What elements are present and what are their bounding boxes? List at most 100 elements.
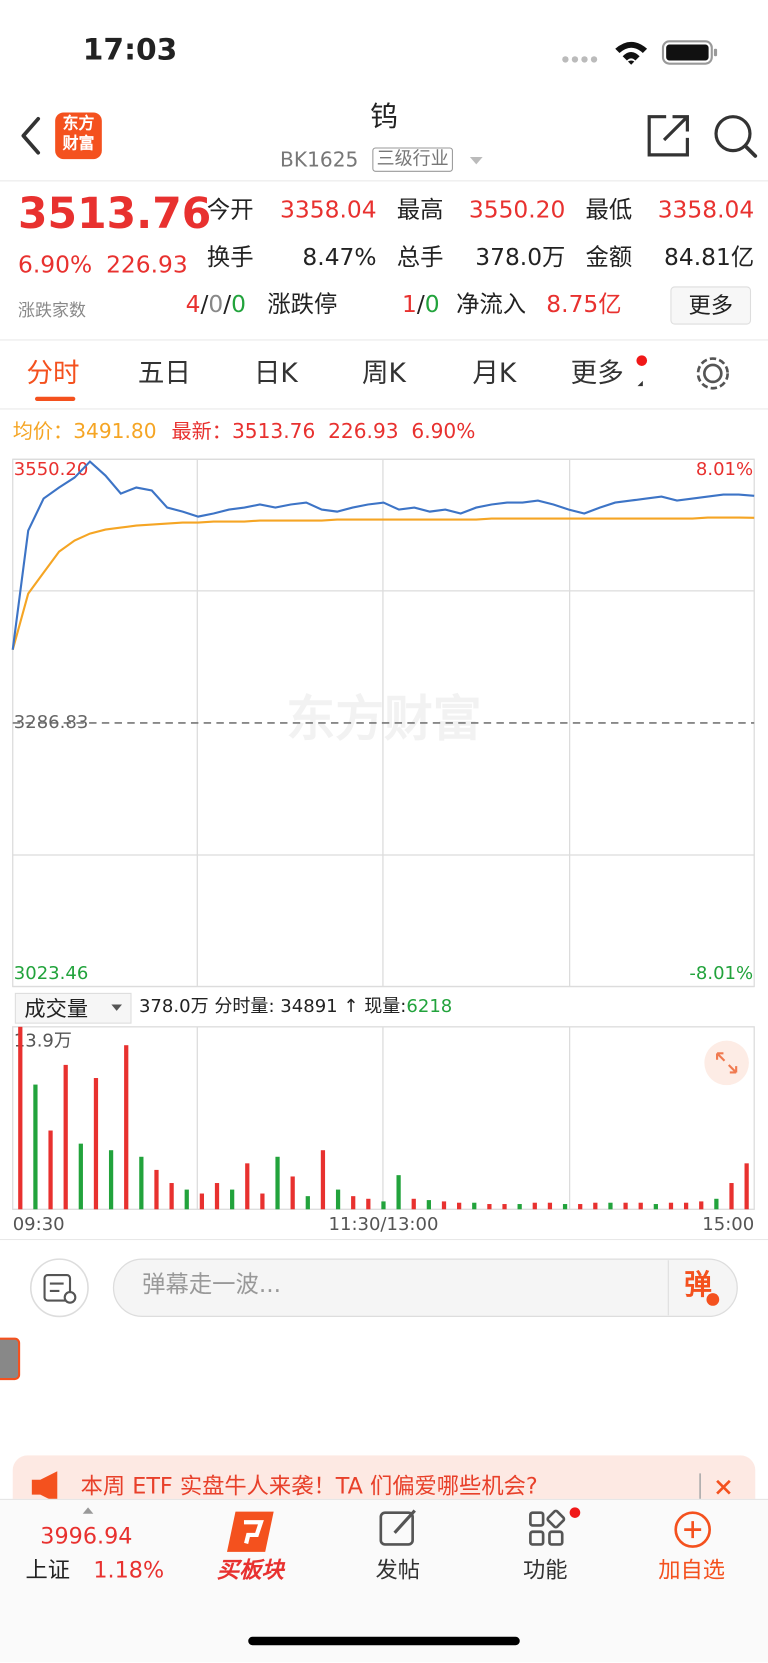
index-pct[interactable]: 1.18% [93,1557,165,1583]
volume-bar [139,1156,144,1210]
board-icon[interactable] [227,1511,274,1552]
volume-bar [729,1183,734,1210]
stat-value: 378.0万 [475,245,566,272]
info-change: 226.93 [328,420,399,444]
volume-bar [744,1163,749,1210]
volume-bar [426,1200,431,1210]
status-icons [562,40,718,65]
nav-item[interactable]: 加自选 [658,1557,726,1583]
header-title: 钨 [370,101,398,134]
limit-down: 0 [424,291,440,319]
breadth-label: 涨跌家数 [18,300,86,321]
volume-bar [608,1202,613,1210]
volume-bar [78,1143,83,1210]
volume-bar [260,1193,265,1210]
selector-label: 成交量 [24,996,89,1022]
x-tick-label: 11:30/13:00 [329,1214,439,1235]
tick-volume: 34891 [280,996,338,1018]
stat-value: 3550.20 [468,197,566,224]
breadth-down: 0 [231,291,246,319]
volume-bar [305,1196,310,1210]
y2-tick-label: 8.01% [696,459,753,480]
stat-label: 最低 [585,197,633,224]
volume-bar [366,1198,371,1210]
index-name[interactable]: 上证 [25,1557,71,1583]
avg-value: 3491.80 [73,420,157,444]
breadth-flat: 0 [208,291,224,319]
comment-input[interactable]: 弹幕走一波... [142,1271,282,1299]
tab[interactable]: 周K [362,357,406,389]
stat-label: 最高 [396,197,444,224]
index-value[interactable]: 3996.94 [40,1523,133,1549]
tag-dropdown[interactable] [469,156,483,165]
tab[interactable]: 五日 [137,357,191,389]
breadth: 4/0/0 [185,291,246,319]
function-icon[interactable] [529,1509,566,1546]
info-line: 均价：3491.80 最新：3513.76 226.93 6.90% [13,422,476,442]
search-button[interactable] [714,115,758,158]
volume-bar [532,1202,537,1210]
volume-bar [638,1202,643,1210]
volume-bar [683,1202,689,1210]
volume-bar [472,1202,477,1210]
volume-bar [699,1201,704,1210]
danmaku-button[interactable]: 弹 [684,1269,712,1302]
volume-bar [653,1204,658,1210]
more-button[interactable]: 更多 [670,286,752,325]
y2-tick-label: -8.01% [689,963,753,984]
stat-label: 总手 [396,245,444,272]
divider [0,1238,768,1241]
volume-bar [457,1202,462,1210]
dropdown-arrow [111,1004,122,1011]
tab[interactable]: 更多 [570,357,624,389]
banner-icons [31,1471,731,1504]
nav-item[interactable]: 发帖 [375,1557,421,1583]
stat-label: 今开 [206,197,254,224]
tab[interactable]: 日K [253,357,298,389]
volume-bar [517,1204,522,1210]
volume-bar [578,1204,583,1210]
quote-change-pct: 6.90% [18,252,93,279]
volume-bar [124,1045,129,1210]
volume-bar [714,1198,719,1210]
banner-close[interactable] [716,1479,731,1495]
share-button[interactable] [647,115,689,157]
volume-bar [230,1189,235,1210]
tab[interactable]: 月K [472,357,517,389]
volume-bar [199,1193,205,1210]
volume-bar [108,1150,114,1210]
stat-label: 换手 [206,245,254,272]
breadth-up: 4 [185,291,201,319]
stat-label: 金额 [585,245,633,272]
stat-value: 3358.04 [657,197,755,224]
back-button[interactable] [21,116,41,155]
charts: 东方财富 3550.20 3286.83 3023.46 8.01% -8.01% 09:… [11,458,755,1235]
volume-bar [562,1204,568,1210]
nav-item[interactable]: 买板块 [216,1557,284,1583]
tab[interactable]: 分时 [26,357,80,389]
expand-button[interactable] [704,1040,749,1086]
divider [0,339,768,341]
status-time: 17:03 [82,31,178,67]
header-tag[interactable]: 三级行业 [372,147,453,172]
inflow: 8.75亿 [546,291,622,319]
volume-bar [502,1204,507,1210]
nav-item[interactable]: 功能 [522,1557,568,1583]
add-watch-icon[interactable] [674,1511,711,1548]
volume-bar [33,1084,38,1210]
volume-bar [320,1150,326,1210]
logo-line: 东方 [62,113,95,133]
volume-bar [48,1130,53,1210]
last-value: 3513.76 [231,420,316,444]
volume-bar [18,1026,23,1210]
bottom-nav [0,1498,768,1663]
volume-selector[interactable]: 成交量 [14,992,132,1024]
now-volume: 6218 [406,996,453,1018]
volume-bar [63,1064,68,1210]
volume-bar [154,1169,159,1210]
home-indicator [248,1636,520,1646]
post-icon[interactable] [379,1509,416,1546]
comment-list-button[interactable] [29,1258,89,1318]
header-code: BK1625 [280,148,359,172]
legend-avg: 均价： [12,420,74,444]
